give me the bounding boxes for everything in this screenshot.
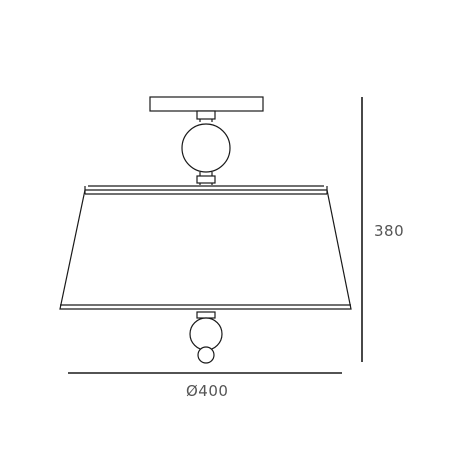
bottom-finial [189, 311, 223, 364]
upper-sphere [181, 123, 231, 173]
canopy-stem [196, 110, 216, 122]
height-dimension-label: 380 [374, 222, 405, 240]
diameter-dimension-label: Ø400 [186, 382, 229, 400]
ceiling-canopy [149, 96, 264, 112]
shade-connector [196, 172, 216, 185]
lamp-shade [59, 185, 352, 310]
